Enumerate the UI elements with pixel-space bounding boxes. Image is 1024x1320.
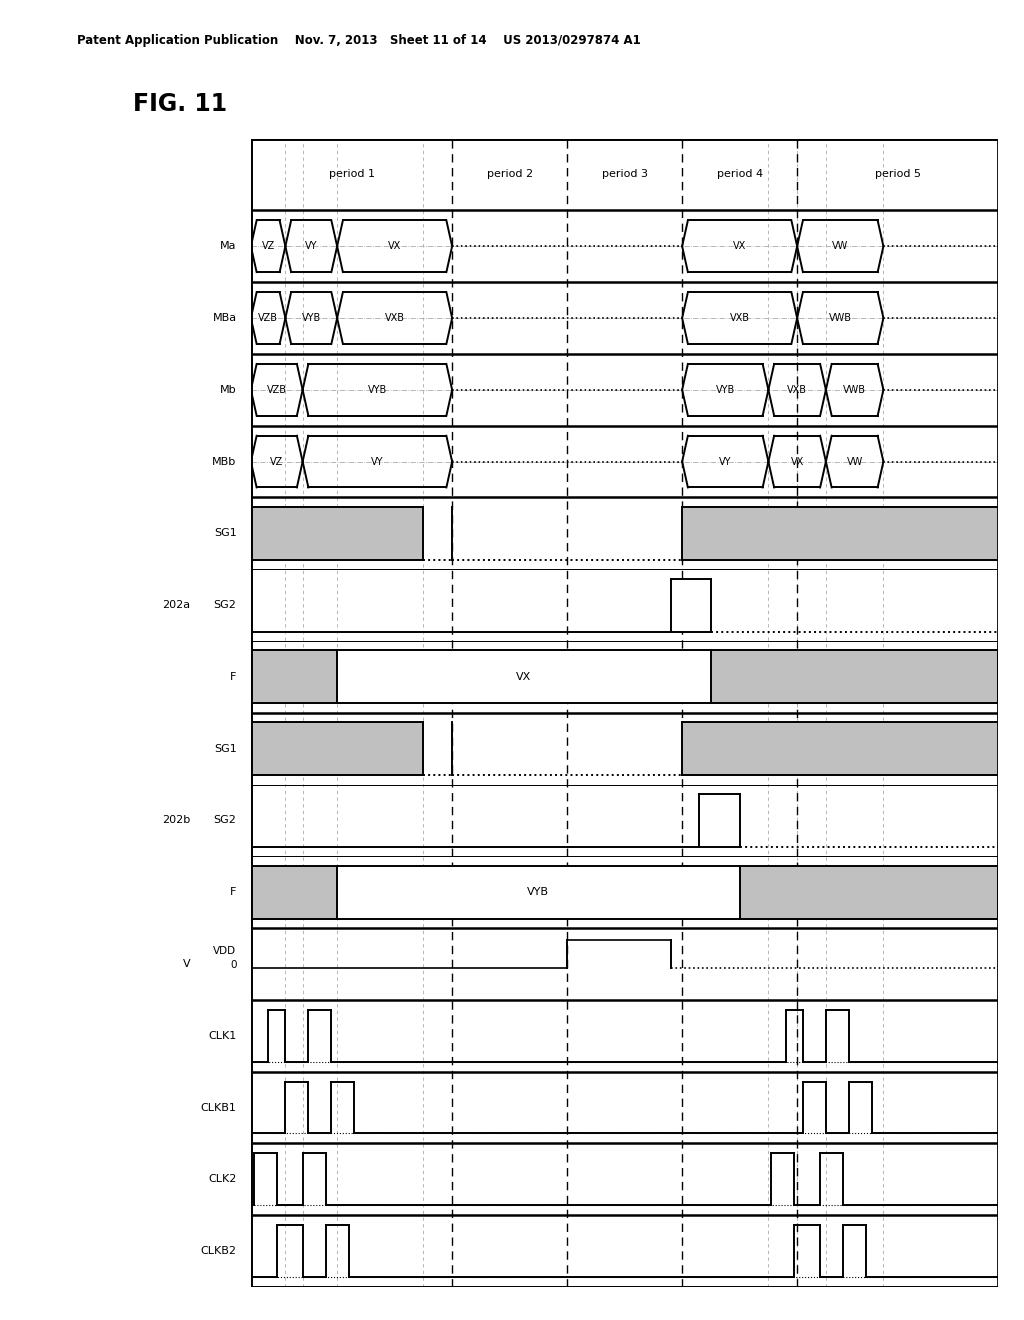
Text: Ma: Ma <box>220 242 237 251</box>
Text: MBb: MBb <box>212 457 237 466</box>
Text: CLKB2: CLKB2 <box>201 1246 237 1257</box>
Text: VX: VX <box>388 242 401 251</box>
Text: F: F <box>230 887 237 898</box>
Text: VY: VY <box>305 242 317 251</box>
Bar <box>337 651 711 704</box>
Bar <box>251 722 423 775</box>
Text: VXB: VXB <box>787 385 807 395</box>
Text: period 2: period 2 <box>486 169 532 180</box>
Text: VX: VX <box>791 457 804 466</box>
Text: period 3: period 3 <box>602 169 647 180</box>
Text: 0: 0 <box>230 960 237 970</box>
Bar <box>251 866 337 919</box>
Text: VZ: VZ <box>270 457 284 466</box>
Text: VWB: VWB <box>843 385 866 395</box>
Text: CLK2: CLK2 <box>208 1175 237 1184</box>
Text: 202a: 202a <box>163 601 190 610</box>
Text: VZ: VZ <box>261 242 274 251</box>
Text: SG1: SG1 <box>214 743 237 754</box>
Text: VXB: VXB <box>730 313 750 323</box>
Text: period 5: period 5 <box>874 169 921 180</box>
Bar <box>671 578 711 632</box>
Text: Patent Application Publication    Nov. 7, 2013   Sheet 11 of 14    US 2013/02978: Patent Application Publication Nov. 7, 2… <box>77 34 641 48</box>
Text: MBa: MBa <box>212 313 237 323</box>
Text: F: F <box>230 672 237 682</box>
Bar <box>682 722 998 775</box>
Text: SG2: SG2 <box>214 816 237 825</box>
Bar <box>251 507 423 560</box>
Text: VXB: VXB <box>385 313 404 323</box>
Text: VYB: VYB <box>527 887 550 898</box>
Text: VZB: VZB <box>258 313 279 323</box>
Text: Mb: Mb <box>220 385 237 395</box>
Text: period 4: period 4 <box>717 169 763 180</box>
Text: VW: VW <box>847 457 863 466</box>
Text: VZB: VZB <box>267 385 287 395</box>
Bar <box>337 866 739 919</box>
Text: SG1: SG1 <box>214 528 237 539</box>
Bar <box>699 793 739 847</box>
Text: VX: VX <box>516 672 531 682</box>
Text: VDD: VDD <box>213 946 237 956</box>
Text: VY: VY <box>719 457 731 466</box>
Text: VW: VW <box>833 242 849 251</box>
Bar <box>711 651 998 704</box>
Text: VX: VX <box>733 242 746 251</box>
Text: VWB: VWB <box>828 313 852 323</box>
Text: VYB: VYB <box>716 385 735 395</box>
Text: CLKB1: CLKB1 <box>201 1102 237 1113</box>
Text: SG2: SG2 <box>214 601 237 610</box>
Text: 202b: 202b <box>162 816 190 825</box>
Bar <box>682 507 998 560</box>
Bar <box>739 866 998 919</box>
Text: V: V <box>183 960 190 969</box>
Text: FIG. 11: FIG. 11 <box>133 92 227 116</box>
Text: period 1: period 1 <box>329 169 375 180</box>
Text: CLK1: CLK1 <box>208 1031 237 1040</box>
Text: VY: VY <box>371 457 384 466</box>
Text: VYB: VYB <box>302 313 321 323</box>
Text: VYB: VYB <box>368 385 387 395</box>
Bar <box>251 651 337 704</box>
